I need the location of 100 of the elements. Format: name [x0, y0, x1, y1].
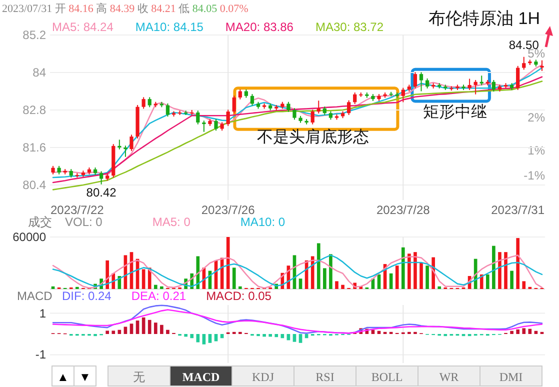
bar	[516, 329, 520, 334]
bar	[522, 328, 526, 334]
bar	[510, 270, 514, 289]
text: DMI	[499, 370, 523, 384]
text: VOL: 0	[65, 215, 103, 229]
bar	[298, 278, 302, 289]
bar	[420, 262, 423, 289]
bar	[401, 247, 405, 289]
annotation: 2%	[528, 110, 546, 124]
text: KDJ	[252, 370, 274, 384]
text: 无	[133, 370, 145, 384]
candlestick	[474, 80, 478, 95]
text: MA10: 0	[240, 215, 286, 229]
candlestick	[226, 109, 230, 126]
candlestick	[148, 96, 152, 108]
candlestick	[142, 96, 146, 110]
bar	[184, 334, 188, 337]
y-tick-label: 80.4	[22, 178, 46, 192]
bar	[106, 330, 110, 334]
bar	[510, 330, 514, 334]
annotation: 80.42	[86, 185, 117, 200]
annotation: -1%	[524, 168, 546, 183]
x-tick-label: 2023/7/26	[201, 203, 256, 217]
bar	[395, 266, 399, 289]
candlestick	[419, 72, 424, 92]
bar	[492, 246, 496, 289]
candlestick	[347, 100, 351, 116]
candlestick	[100, 170, 104, 185]
text: RSI	[316, 370, 334, 384]
candlestick	[480, 75, 484, 86]
bar	[389, 273, 393, 289]
x-tick-label: 2023/7/31	[491, 203, 545, 217]
bar	[238, 286, 242, 289]
text: MACD	[182, 370, 220, 384]
candlestick	[232, 95, 236, 114]
candlestick	[202, 120, 206, 132]
text: ▼	[79, 370, 91, 384]
bar	[486, 274, 490, 289]
bar	[208, 334, 212, 343]
line-series	[52, 309, 543, 334]
bar	[190, 334, 194, 338]
chart-title: 成交	[28, 215, 52, 229]
candlestick	[492, 80, 496, 92]
candlestick	[238, 88, 242, 100]
x-tick-label: 2023/7/28	[376, 203, 430, 217]
bar	[166, 330, 170, 334]
bar	[196, 334, 200, 342]
x-tick-label: 2023/7/22	[50, 203, 104, 217]
bar	[341, 284, 344, 289]
candlestick	[292, 108, 296, 120]
text: 60000	[12, 230, 46, 244]
bar	[262, 334, 266, 337]
candlestick	[250, 94, 254, 106]
text: MACD: 0.05	[206, 289, 272, 303]
chart-title: 布伦特原油 1H	[428, 9, 540, 28]
bar	[154, 284, 158, 289]
bar	[329, 254, 332, 289]
text: MA5: 84.24	[52, 20, 114, 34]
bar	[516, 238, 520, 289]
bar	[268, 334, 272, 337]
bar	[274, 334, 278, 338]
bar	[160, 286, 164, 289]
bar	[414, 252, 417, 289]
bar	[160, 324, 164, 334]
text: MA20: 83.86	[225, 20, 294, 34]
bar	[280, 334, 284, 338]
bar	[232, 268, 236, 289]
candlestick	[425, 78, 430, 89]
bar	[438, 286, 442, 289]
bar	[310, 256, 314, 289]
bar	[130, 324, 134, 334]
candlestick	[401, 87, 405, 103]
bar	[142, 317, 146, 334]
candlestick	[316, 100, 320, 114]
candlestick	[196, 110, 200, 125]
y-tick-label: -1	[35, 348, 46, 362]
candlestick	[214, 118, 218, 132]
text: MA30: 83.72	[315, 20, 384, 34]
bar	[528, 328, 532, 334]
bar	[323, 268, 326, 289]
y-tick-label: 1	[39, 306, 46, 320]
annotation: 不是头肩底形态	[257, 128, 369, 146]
text: MA5: 0	[152, 215, 191, 229]
candlestick	[130, 134, 134, 152]
bar	[148, 320, 152, 334]
y-tick-label: 81.6	[22, 140, 46, 154]
bar	[522, 281, 526, 289]
chart-title: MACD	[17, 289, 53, 303]
series-label: DIF: 0.24	[62, 289, 112, 303]
candlestick	[522, 56, 526, 70]
bar	[112, 330, 116, 334]
y-tick-label: 82.8	[22, 103, 46, 117]
candlestick	[353, 92, 357, 105]
y-tick-label: 85.2	[22, 28, 46, 42]
text: WR	[439, 370, 459, 384]
bar	[480, 274, 484, 289]
bar	[154, 322, 158, 334]
candlestick	[540, 60, 544, 72]
bar	[136, 320, 140, 334]
bar	[408, 254, 411, 289]
